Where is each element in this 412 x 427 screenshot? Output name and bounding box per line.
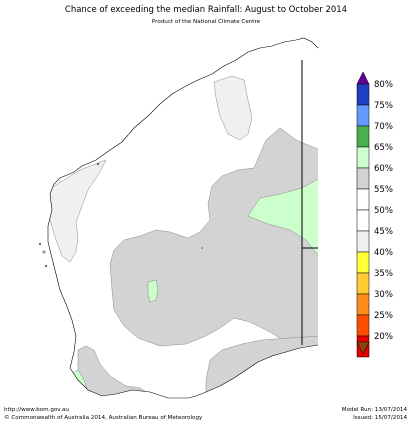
legend-label: 55% bbox=[374, 185, 393, 195]
legend-swatch bbox=[356, 167, 370, 190]
legend-swatch bbox=[356, 209, 370, 232]
region-60-southwest bbox=[77, 345, 151, 398]
legend-swatch bbox=[356, 314, 370, 337]
footer-left: http://www.bom.gov.au © Commonwealth of … bbox=[4, 407, 202, 422]
island bbox=[96, 162, 100, 166]
footer-url: http://www.bom.gov.au bbox=[4, 407, 69, 413]
region-45-pilbara bbox=[48, 159, 107, 263]
legend-swatch bbox=[356, 125, 370, 148]
legend-label: 45% bbox=[374, 227, 393, 237]
map-title: Chance of exceeding the median Rainfall:… bbox=[64, 5, 348, 15]
legend-colorbar bbox=[356, 71, 370, 358]
footer-issued: Issued: 15/07/2014 bbox=[353, 414, 407, 421]
footer-model-run: Model Run: 13/07/2014 bbox=[341, 407, 407, 413]
coastline bbox=[47, 37, 319, 399]
legend-bottom-arrow bbox=[356, 341, 370, 355]
legend-top-arrow bbox=[356, 71, 370, 85]
legend-swatch bbox=[356, 230, 370, 253]
footer-right: Model Run: 13/07/2014 Issued: 15/07/2014 bbox=[342, 407, 407, 422]
legend-label: 65% bbox=[374, 143, 393, 153]
island bbox=[44, 264, 48, 268]
legend-label: 70% bbox=[374, 122, 393, 132]
legend-swatch bbox=[356, 104, 370, 127]
legend-label: 20% bbox=[374, 332, 393, 342]
legend-label: 75% bbox=[374, 101, 393, 111]
legend-swatch bbox=[356, 83, 370, 106]
region-65-spot bbox=[147, 279, 159, 303]
color-legend: 80% 75% 70% 65% 60% 55% 50% 45% 40% 35% 30% 25% 20% bbox=[352, 66, 412, 361]
legend-label: 60% bbox=[374, 164, 393, 174]
legend-swatch bbox=[356, 146, 370, 169]
island bbox=[201, 247, 203, 249]
legend-label: 50% bbox=[374, 206, 393, 216]
island bbox=[42, 250, 46, 254]
footer-copyright: © Commonwealth of Australia 2014, Austra… bbox=[4, 414, 203, 421]
legend-swatch bbox=[356, 251, 370, 274]
island bbox=[38, 242, 42, 246]
legend-swatch bbox=[356, 272, 370, 295]
legend-label: 35% bbox=[374, 269, 393, 279]
legend-swatch bbox=[356, 188, 370, 211]
region-45-kimberley bbox=[213, 75, 253, 141]
map-subtitle: Product of the National Climate Centre bbox=[151, 19, 261, 25]
legend-label: 40% bbox=[374, 248, 393, 258]
legend-label: 30% bbox=[374, 290, 393, 300]
legend-label: 25% bbox=[374, 311, 393, 321]
rainfall-outlook-map bbox=[38, 37, 319, 399]
legend-swatch bbox=[356, 293, 370, 316]
legend-label: 80% bbox=[374, 80, 393, 90]
